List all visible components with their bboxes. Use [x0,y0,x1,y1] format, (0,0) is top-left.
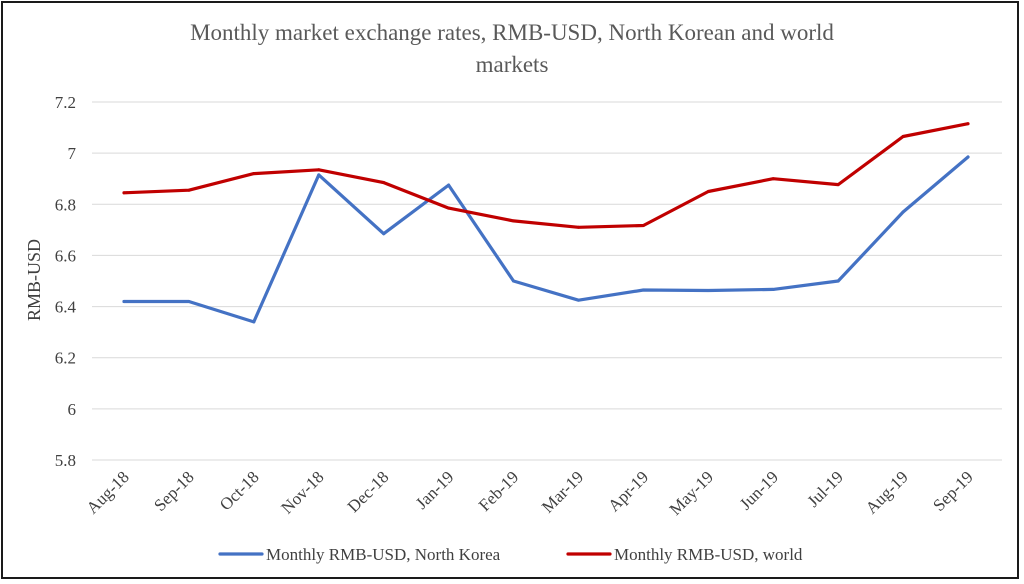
y-axis-label: RMB-USD [24,239,44,321]
x-tick-label: Jul-19 [803,467,846,510]
data-point [706,288,710,292]
series-line [122,155,970,324]
data-point [836,279,840,283]
x-tick-label: May-19 [666,467,717,518]
series-lines [122,122,970,324]
series-line [122,122,970,229]
data-point [187,188,191,192]
y-tick-label: 5.8 [55,451,76,470]
data-point [252,320,256,324]
data-point [901,135,905,139]
data-point [187,299,191,303]
y-tick-label: 6.2 [55,349,76,368]
data-point [966,122,970,126]
series-north-korea [122,155,970,324]
data-point [641,288,645,292]
data-point [966,155,970,159]
data-point [706,190,710,193]
data-point [447,206,451,210]
legend-item: Monthly RMB-USD, North Korea [218,545,501,564]
x-tick-label: Apr-19 [604,467,652,515]
data-point [512,219,516,223]
y-tick-labels: 5.8 6 6.2 6.4 6.6 6.8 7 7.2 [55,93,77,470]
y-tick-label: 7 [68,144,77,163]
y-tick-label: 7.2 [55,93,76,112]
data-point [122,299,126,303]
data-point [771,287,775,291]
data-point [771,177,775,181]
y-tick-label: 6.4 [55,298,77,317]
y-tick-label: 6.6 [55,246,76,265]
x-tick-label: Jan-19 [412,467,457,512]
x-tick-label: Nov-18 [277,467,327,517]
data-point [836,183,840,187]
x-tick-label: Sep-18 [150,467,197,514]
x-tick-label: Oct-18 [216,467,263,514]
x-tick-label: Jun-19 [736,467,782,513]
data-point [317,168,321,172]
data-point [901,210,905,214]
data-point [382,232,386,236]
x-tick-label: Sep-19 [929,467,976,514]
x-tick-labels: Aug-18 Sep-18 Oct-18 Nov-18 Dec-18 Jan-19 Feb-… [83,467,977,518]
legend: Monthly RMB-USD, North Korea Monthly RMB-… [218,545,803,564]
chart-title-line-2: markets [476,52,549,77]
legend-label: Monthly RMB-USD, North Korea [266,545,501,564]
data-point [122,191,126,195]
data-point [317,173,321,177]
y-tick-label: 6 [68,400,77,419]
legend-label: Monthly RMB-USD, world [614,545,803,564]
x-tick-label: Aug-18 [83,467,133,517]
series-world [122,122,970,229]
data-point [447,183,451,187]
x-tick-label: Aug-19 [862,467,912,517]
x-tick-label: Mar-19 [538,467,587,516]
data-point [576,225,580,229]
data-point [382,181,386,185]
x-tick-label: Dec-18 [344,467,393,516]
data-point [252,172,256,176]
data-point [512,279,516,283]
y-tick-label: 6.8 [55,195,76,214]
gridlines [92,101,1002,461]
data-point [576,298,580,302]
legend-item: Monthly RMB-USD, world [566,545,803,564]
x-tick-label: Feb-19 [475,467,522,514]
data-point [641,224,645,228]
chart-title-line-1: Monthly market exchange rates, RMB-USD, … [190,20,834,45]
